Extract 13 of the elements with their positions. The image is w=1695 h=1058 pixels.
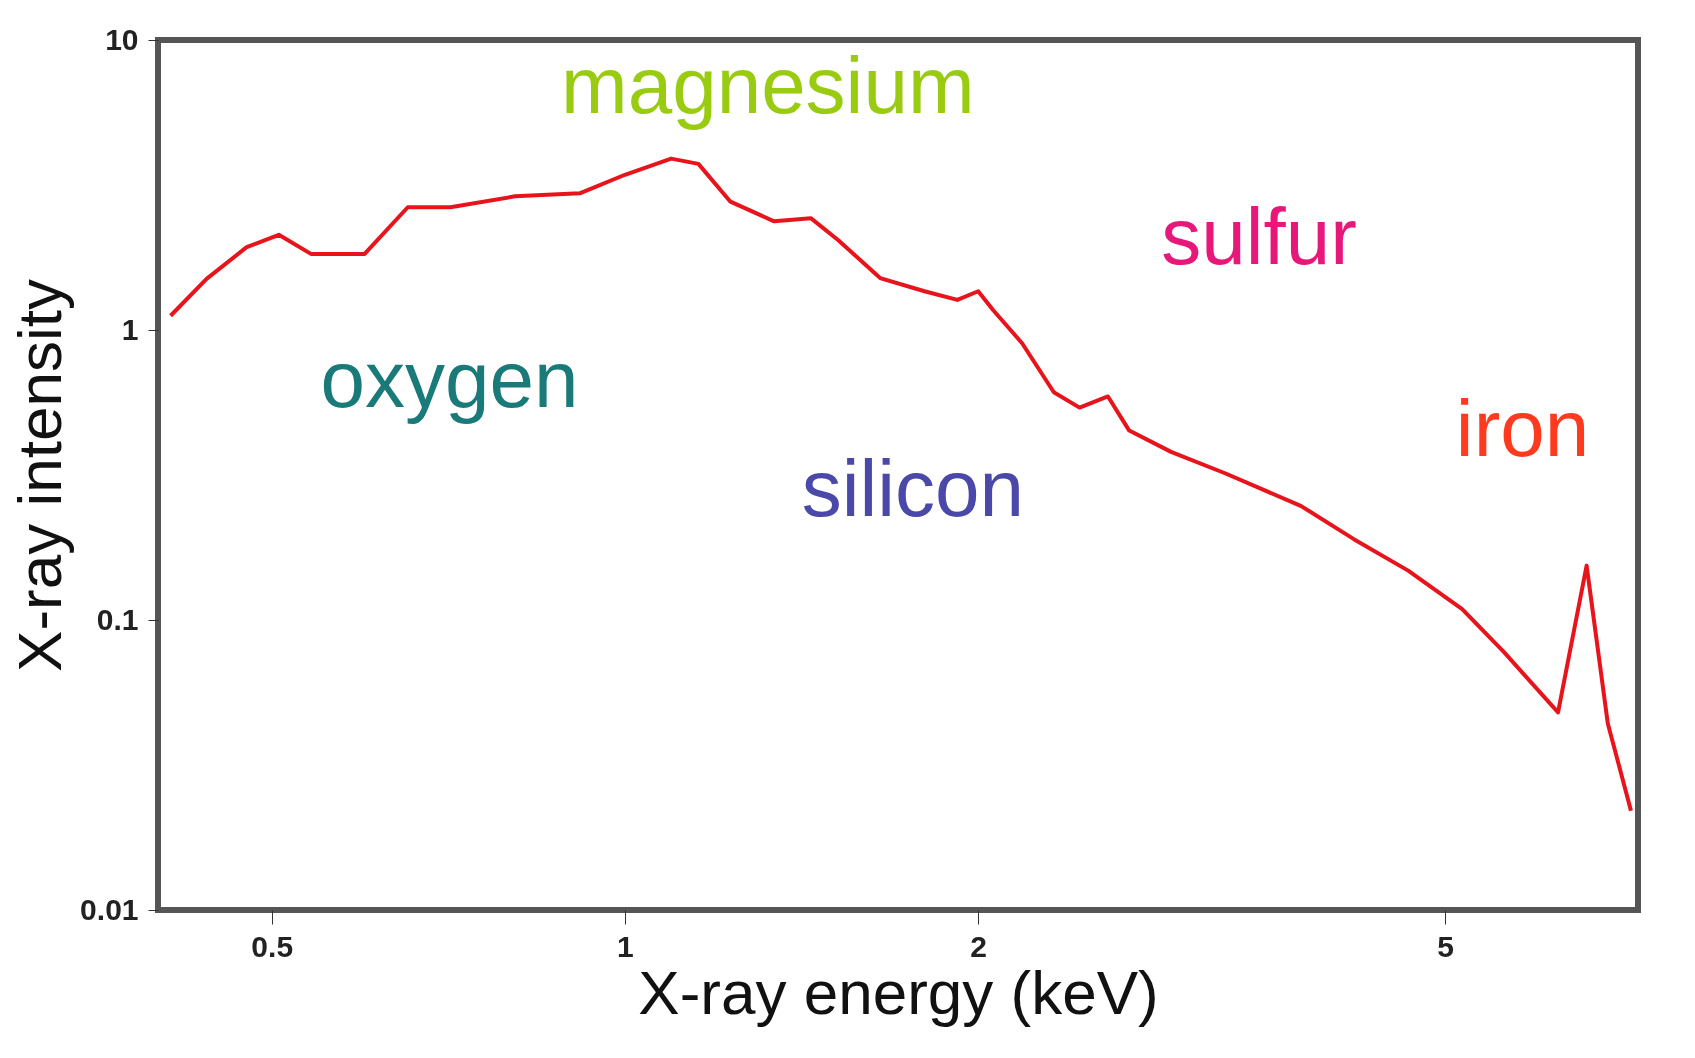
annotation: silicon (801, 444, 1024, 534)
annotation: iron (1455, 383, 1590, 473)
annotation: sulfur (1161, 192, 1357, 282)
annotation: magnesium (561, 40, 975, 130)
x-tick-label: 1 (617, 929, 634, 963)
x-tick-label: 5 (1437, 929, 1454, 963)
x-tick-label: 0.5 (251, 929, 294, 963)
y-tick-label: 10 (105, 22, 139, 56)
y-tick-label: 0.1 (96, 602, 139, 636)
annotation: oxygen (320, 334, 579, 424)
y-tick-label: 0.01 (80, 892, 139, 926)
y-tick-label: 1 (121, 312, 139, 346)
y-axis-title: X-ray intensity (5, 279, 75, 672)
